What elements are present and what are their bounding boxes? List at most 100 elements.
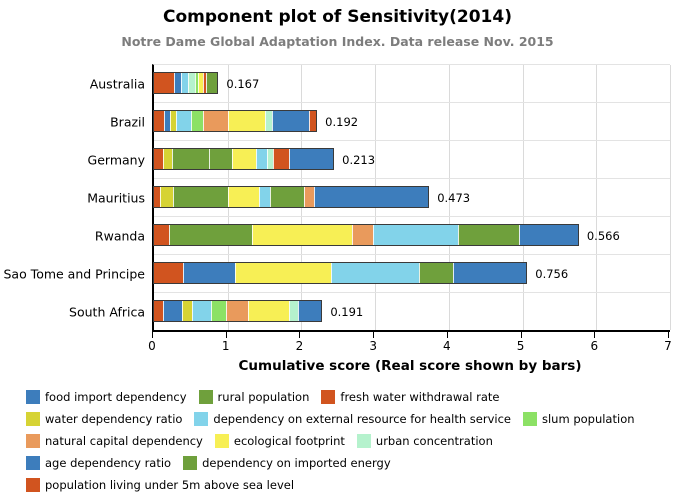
x-tick-mark bbox=[225, 332, 227, 338]
legend-item: dependency on imported energy bbox=[183, 456, 391, 470]
legend-color-swatch bbox=[522, 412, 537, 426]
legend-item: slum population bbox=[522, 412, 635, 426]
legend-item: rural population bbox=[198, 390, 309, 404]
bar-segment bbox=[169, 225, 253, 245]
legend-label: natural capital dependency bbox=[45, 434, 203, 448]
bar-segment bbox=[154, 73, 174, 93]
stacked-bar bbox=[153, 224, 579, 246]
bar-segment bbox=[232, 149, 256, 169]
bar-segment bbox=[264, 111, 272, 131]
bar-score-label: 0.192 bbox=[325, 114, 359, 129]
legend-label: population living under 5m above sea lev… bbox=[45, 478, 295, 492]
category-label: Rwanda bbox=[94, 228, 145, 243]
legend-label: ecological footprint bbox=[233, 434, 345, 448]
bar-segment bbox=[518, 225, 578, 245]
x-tick-label: 6 bbox=[590, 339, 599, 353]
x-tick-label: 7 bbox=[664, 339, 672, 353]
bar-score-label: 0.191 bbox=[330, 304, 364, 319]
x-tick-mark bbox=[594, 332, 596, 338]
bar-segment bbox=[266, 149, 273, 169]
bar-segment bbox=[313, 187, 429, 207]
chart-row: Mauritius 0.473 bbox=[87, 179, 670, 217]
category-label: Sao Tome and Principe bbox=[3, 266, 145, 281]
gridline bbox=[522, 65, 524, 330]
bar-score-label: 0.566 bbox=[586, 228, 620, 243]
gridline bbox=[448, 65, 450, 330]
bar-segment bbox=[159, 187, 174, 207]
chart-row: Sao Tome and Principe 0.756 bbox=[3, 255, 670, 293]
bar-segment bbox=[190, 111, 203, 131]
legend-item: dependency on external resource for heal… bbox=[194, 412, 511, 426]
gridline bbox=[670, 65, 671, 330]
stacked-bar bbox=[152, 186, 430, 208]
chart-area: Australia 0.167 Brazil 0.192 Germany 0.213 Mau… bbox=[0, 64, 675, 374]
bar-segment bbox=[206, 73, 218, 93]
legend-item: water dependency ratio bbox=[26, 412, 182, 426]
x-tick-mark bbox=[299, 332, 301, 338]
legend-item: natural capital dependency bbox=[26, 434, 203, 448]
bar-segment bbox=[352, 225, 373, 245]
x-tick-mark bbox=[373, 332, 375, 338]
legend-color-swatch bbox=[26, 456, 40, 470]
bar-segment bbox=[164, 111, 171, 131]
x-tick-label: 2 bbox=[295, 339, 304, 353]
bar-segment bbox=[372, 225, 459, 245]
bar-segment bbox=[248, 301, 289, 321]
bar-segment bbox=[288, 149, 334, 169]
bar-segment bbox=[270, 187, 304, 207]
legend-color-swatch bbox=[214, 434, 229, 448]
legend-color-swatch bbox=[321, 390, 336, 404]
bar-segment bbox=[255, 149, 267, 169]
bar-segment bbox=[208, 149, 233, 169]
x-tick-mark bbox=[520, 332, 522, 338]
bar-segment bbox=[162, 149, 172, 169]
bar-segment bbox=[176, 111, 191, 131]
legend-label: dependency on imported energy bbox=[202, 456, 391, 470]
bar-segment bbox=[458, 225, 519, 245]
stacked-bar bbox=[152, 72, 219, 94]
x-tick-label: 3 bbox=[369, 339, 377, 353]
chart-subtitle: Notre Dame Global Adaptation Index. Data… bbox=[121, 34, 554, 49]
legend-label: age dependency ratio bbox=[45, 456, 172, 470]
chart-row: Germany 0.213 bbox=[88, 141, 670, 179]
legend-label: fresh water withdrawal rate bbox=[340, 390, 500, 404]
category-label: Mauritius bbox=[87, 190, 145, 205]
bar-segment bbox=[194, 73, 199, 93]
legend-label: food import dependency bbox=[45, 390, 187, 404]
x-tick-label: 5 bbox=[516, 339, 525, 353]
bar-segment bbox=[154, 225, 170, 245]
bar-segment bbox=[228, 187, 260, 207]
bar-segment bbox=[173, 73, 182, 93]
x-tick-label: 1 bbox=[221, 339, 230, 353]
chart-row: Australia 0.167 bbox=[90, 65, 670, 103]
x-axis-label: Cumulative score (Real score shown by ba… bbox=[238, 358, 582, 374]
chart-row: Rwanda 0.566 bbox=[95, 217, 670, 255]
legend-label: water dependency ratio bbox=[45, 412, 183, 426]
x-tick-mark bbox=[152, 332, 153, 338]
bar-segment bbox=[272, 149, 289, 169]
legend-item: urban concentration bbox=[356, 434, 493, 448]
bar-segment bbox=[297, 301, 322, 321]
category-label: Brazil bbox=[110, 114, 145, 129]
bar-segment bbox=[227, 111, 265, 131]
stacked-bar bbox=[152, 300, 323, 322]
bar-score-label: 0.167 bbox=[226, 76, 260, 91]
legend-label: slum population bbox=[541, 412, 635, 426]
bar-segment bbox=[330, 263, 420, 283]
legend-label: dependency on external resource for heal… bbox=[213, 412, 511, 426]
bar-segment bbox=[252, 225, 353, 245]
bar-segment bbox=[171, 149, 209, 169]
legend-color-swatch bbox=[26, 434, 40, 448]
legend: food import dependency rural population fr… bbox=[26, 390, 674, 492]
bar-segment bbox=[202, 111, 228, 131]
bar-segment bbox=[154, 301, 163, 321]
bar-segment bbox=[181, 73, 188, 93]
bar-segment bbox=[182, 301, 193, 321]
bar-segment bbox=[308, 111, 317, 131]
category-label: Australia bbox=[89, 76, 145, 91]
legend-color-swatch bbox=[194, 412, 209, 426]
bar-segment bbox=[271, 111, 309, 131]
bar-segment bbox=[235, 263, 331, 283]
bar-segment bbox=[162, 301, 182, 321]
